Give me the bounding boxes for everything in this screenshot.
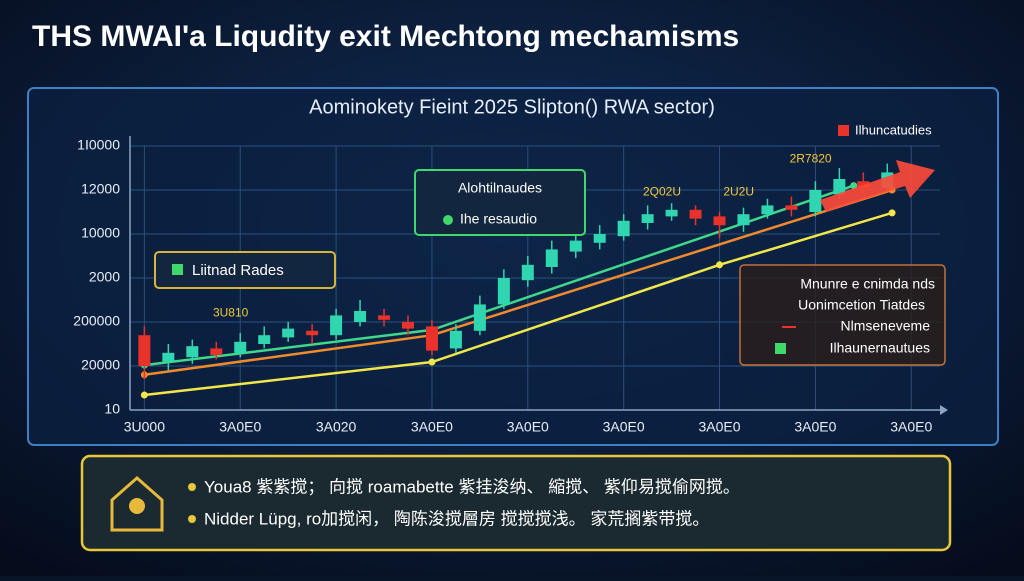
- candle-body: [282, 328, 295, 338]
- y-tick-label: 2000: [89, 269, 120, 285]
- candle-body: [138, 335, 151, 366]
- x-tick-label: 3U000: [124, 419, 165, 435]
- x-tick-label: 3A020: [316, 419, 357, 435]
- candle-body: [713, 216, 726, 226]
- candle-body: [210, 348, 223, 355]
- footer-note: Nidder Lüpg, ro加搅闲， 陶陈浚搅層房 搅搅搅浅。 家荒搁紫带搅。: [204, 509, 709, 528]
- legend-swatch: [172, 264, 183, 275]
- candle-body: [521, 264, 534, 281]
- candle-body: [665, 209, 678, 217]
- y-tick-label: 10: [104, 401, 120, 417]
- callout-text: Ilhaunernautues: [830, 340, 930, 356]
- candle-body: [330, 315, 343, 336]
- line-point: [428, 358, 436, 366]
- callout-text: Ilhuncatudies: [855, 122, 932, 137]
- x-tick-label: 3A0E0: [507, 419, 549, 435]
- candle-body: [689, 209, 702, 219]
- candle-body: [354, 311, 367, 322]
- page-title: THS MWAI'a Liqudity exit Mechtong mecham…: [32, 20, 739, 53]
- footer-note: Youa8 紫紫搅； 向搅 roamabette 紫挂浚纳、 縮搅、 紫仰易搅偷…: [204, 477, 740, 496]
- footer-panel: [80, 454, 952, 552]
- x-tick-label: 3A0E0: [794, 419, 836, 435]
- icon: [129, 498, 145, 514]
- annotation: 2Q02U: [643, 184, 681, 198]
- line-point: [888, 209, 896, 217]
- callout-box: [414, 169, 586, 236]
- callout-text: Alohtilnaudes: [458, 180, 542, 196]
- candle-body: [186, 346, 199, 358]
- candle-body: [234, 341, 247, 353]
- annotation: 2R7820: [790, 151, 832, 165]
- candle-body: [641, 214, 654, 223]
- candle-body: [617, 220, 630, 237]
- bullet: [188, 483, 196, 491]
- candle-body: [809, 190, 822, 212]
- candle-body: [593, 234, 606, 243]
- callout-text: Ihe resaudio: [460, 211, 537, 227]
- candle-body: [857, 181, 870, 188]
- legend-swatch: [443, 215, 453, 225]
- icon: [110, 476, 164, 532]
- candle-body: [785, 205, 798, 210]
- x-tick-label: 3A0E0: [219, 419, 261, 435]
- candle-body: [378, 315, 391, 320]
- legend-swatch: [775, 343, 786, 354]
- candle-body: [473, 304, 486, 331]
- y-tick-label: 10000: [81, 225, 120, 241]
- line-point: [850, 182, 858, 190]
- candle-body: [449, 330, 462, 349]
- candle-body: [737, 214, 750, 226]
- candle-body: [545, 249, 558, 267]
- y-tick-label: 12000: [81, 181, 120, 197]
- candle-body: [306, 330, 319, 336]
- bullet: [188, 515, 196, 523]
- x-tick-label: 3A0E0: [411, 419, 453, 435]
- callout-text: Uonimcetion Tiatdes: [798, 297, 925, 313]
- y-tick-label: 200000: [73, 313, 120, 329]
- trend-arrow: [820, 160, 935, 212]
- callout-box: [154, 251, 336, 289]
- callout-box: [739, 264, 946, 366]
- y-tick-label: 20000: [81, 357, 120, 373]
- x-tick-label: 3A0E0: [890, 419, 932, 435]
- trend-line: [144, 211, 893, 397]
- chart-subtitle: Aominokety Fieint 2025 Slipton() RWA sec…: [309, 96, 715, 118]
- axis-arrow: [940, 405, 948, 415]
- candle-body: [258, 335, 271, 344]
- y-tick-label: 1I0000: [77, 137, 120, 153]
- x-tick-label: 3A0E0: [603, 419, 645, 435]
- candle-body: [497, 278, 510, 305]
- annotation: 2U2U: [723, 184, 754, 198]
- candle-body: [833, 179, 846, 195]
- callout-text: Liitnad Rades: [192, 262, 284, 279]
- candle-body: [425, 326, 438, 351]
- candle-body: [761, 205, 774, 215]
- line-point: [140, 391, 148, 399]
- callout-text: Nlmseneveme: [841, 318, 931, 334]
- candle-body: [569, 240, 582, 252]
- annotation: 3U810: [213, 305, 249, 319]
- candle-body: [162, 352, 175, 362]
- x-tick-label: 3A0E0: [699, 419, 741, 435]
- callout-text: Mnunre e cnimda nds: [800, 276, 935, 292]
- line-point: [716, 261, 724, 269]
- legend-swatch: [838, 125, 849, 136]
- candle-body: [401, 322, 414, 329]
